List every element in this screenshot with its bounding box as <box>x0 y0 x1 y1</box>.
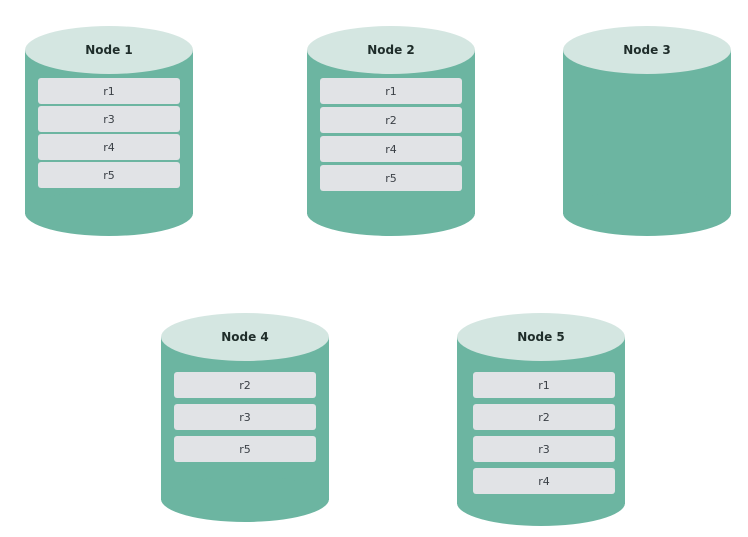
node-2-title: Node 2 <box>367 43 415 57</box>
node-1-cylinder: Node 1 r1 r3 r4 r5 <box>25 26 193 236</box>
node-1-record-3: r4 <box>38 134 180 160</box>
node-4-header: Node 4 <box>161 313 329 361</box>
node-4-record-1: r2 <box>174 372 316 398</box>
node-1-record-4: r5 <box>38 162 180 188</box>
node-2-record-3: r4 <box>320 136 462 162</box>
node-5-record-4: r4 <box>473 468 615 494</box>
node-5-header: Node 5 <box>457 313 625 361</box>
node-2-cylinder: Node 2 r1 r2 r4 r5 <box>307 26 475 236</box>
node-5-record-2: r2 <box>473 404 615 430</box>
node-4-cylinder: Node 4 r2 r3 r5 <box>161 313 329 522</box>
node-1-record-1: r1 <box>38 78 180 104</box>
node-2-record-2: r2 <box>320 107 462 133</box>
node-2-header: Node 2 <box>307 26 475 74</box>
node-1-header: Node 1 <box>25 26 193 74</box>
node-1-title: Node 1 <box>85 43 133 57</box>
node-3-title: Node 3 <box>623 43 671 57</box>
node-4-record-2: r3 <box>174 404 316 430</box>
node-2-record-1: r1 <box>320 78 462 104</box>
node-2-record-4: r5 <box>320 165 462 191</box>
node-5-title: Node 5 <box>517 330 565 344</box>
node-4-title: Node 4 <box>221 330 269 344</box>
node-3-cylinder: Node 3 <box>563 26 731 236</box>
node-5-record-3: r3 <box>473 436 615 462</box>
node-1-record-2: r3 <box>38 106 180 132</box>
node-3-header: Node 3 <box>563 26 731 74</box>
node-5-record-1: r1 <box>473 372 615 398</box>
node-5-cylinder: Node 5 r1 r2 r3 r4 <box>457 313 625 526</box>
node-4-record-3: r5 <box>174 436 316 462</box>
